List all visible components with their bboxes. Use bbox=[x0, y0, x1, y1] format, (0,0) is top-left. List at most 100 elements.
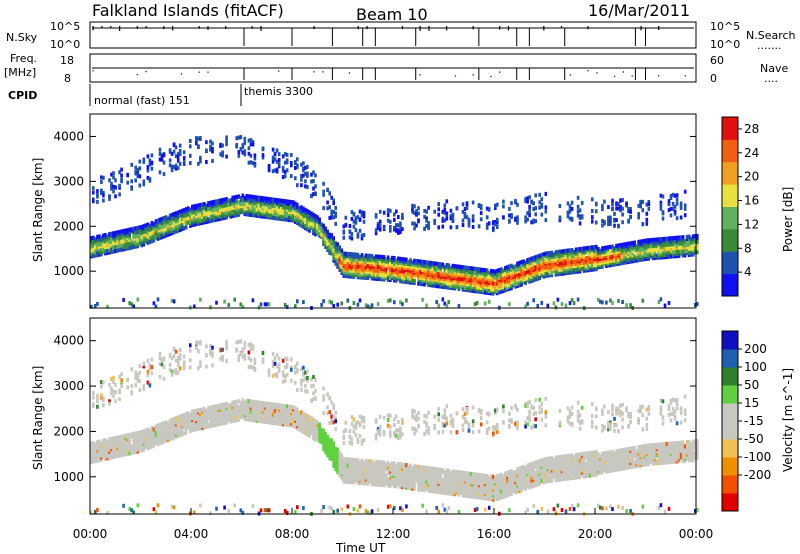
power-cell bbox=[675, 201, 679, 206]
power-cell bbox=[306, 221, 309, 226]
power-cell bbox=[667, 202, 671, 207]
velocity-cell bbox=[231, 400, 234, 405]
power-cell bbox=[536, 303, 539, 308]
power-cell bbox=[160, 229, 164, 234]
power-cell bbox=[150, 220, 154, 226]
power-cell bbox=[290, 163, 293, 168]
power-cell bbox=[362, 233, 366, 237]
power-cell bbox=[148, 162, 152, 167]
velocity-cell bbox=[166, 425, 170, 430]
power-cell bbox=[134, 178, 137, 183]
power-cell bbox=[679, 249, 683, 254]
power-cell bbox=[651, 250, 655, 255]
power-cell bbox=[251, 161, 255, 166]
power-cell bbox=[384, 267, 388, 272]
velocity-cell bbox=[142, 429, 146, 434]
power-cell bbox=[425, 260, 428, 265]
power-cell bbox=[281, 198, 285, 204]
power-cell bbox=[386, 213, 390, 217]
power-cell bbox=[657, 300, 661, 305]
power-cell bbox=[176, 154, 180, 159]
power-cell bbox=[538, 192, 541, 197]
power-cell bbox=[348, 264, 352, 269]
velocity-cell bbox=[249, 409, 253, 414]
power-cell bbox=[530, 256, 533, 261]
power-cell bbox=[326, 206, 329, 211]
power-cell bbox=[354, 258, 358, 263]
power-cell bbox=[415, 209, 418, 214]
velocity-cell bbox=[283, 378, 287, 383]
power-cell bbox=[306, 185, 309, 189]
velocity-cell bbox=[205, 352, 208, 357]
power-cell bbox=[267, 197, 271, 202]
power-cell bbox=[655, 243, 659, 248]
power-cell bbox=[247, 194, 251, 199]
power-cell bbox=[485, 225, 489, 230]
power-cell bbox=[659, 200, 663, 205]
power-cell bbox=[330, 212, 333, 217]
power-cell bbox=[689, 246, 693, 251]
power-cell bbox=[588, 267, 592, 272]
power-cell bbox=[302, 212, 305, 217]
power-cell bbox=[108, 232, 111, 237]
velocity-cell bbox=[269, 402, 273, 407]
power-cell bbox=[475, 301, 479, 306]
nave-point bbox=[658, 75, 660, 77]
power-cell bbox=[576, 297, 580, 302]
power-cell bbox=[314, 214, 317, 219]
power-cell bbox=[625, 242, 628, 247]
power-cell bbox=[538, 200, 541, 205]
velocity-cell bbox=[205, 364, 208, 369]
power-cell bbox=[201, 210, 204, 215]
power-cell bbox=[176, 158, 180, 163]
power-cell bbox=[562, 249, 566, 254]
power-cell bbox=[629, 215, 632, 220]
velocity-cell bbox=[203, 421, 206, 426]
velocity-cell bbox=[263, 401, 267, 406]
velocity-cell bbox=[92, 441, 95, 446]
power-cell bbox=[407, 259, 410, 265]
power-cell bbox=[100, 175, 103, 180]
power-cell bbox=[506, 273, 509, 278]
velocity-cell bbox=[195, 340, 198, 345]
power-cell bbox=[306, 213, 309, 218]
velocity-cell bbox=[227, 403, 230, 408]
velocity-cell bbox=[130, 432, 133, 437]
power-cell bbox=[516, 220, 519, 225]
velocity-cell bbox=[148, 445, 152, 450]
power-cell bbox=[542, 256, 546, 261]
power-colorbar-swatch bbox=[722, 206, 738, 230]
power-cell bbox=[548, 265, 552, 270]
velocity-cell bbox=[239, 413, 243, 418]
power-cell bbox=[223, 197, 226, 202]
power-cell bbox=[389, 261, 392, 266]
power-cell bbox=[197, 213, 200, 218]
power-cell bbox=[243, 149, 247, 154]
power-cell bbox=[437, 272, 440, 277]
power-cell bbox=[182, 210, 186, 215]
colorbar-tick-label: 28 bbox=[744, 122, 759, 136]
power-cell bbox=[461, 223, 465, 227]
power-cell bbox=[661, 210, 665, 215]
velocity-cell bbox=[96, 404, 99, 409]
power-cell bbox=[154, 219, 158, 224]
power-cell bbox=[255, 213, 259, 218]
velocity-cell bbox=[148, 383, 152, 388]
power-cell bbox=[570, 217, 574, 222]
power-cell bbox=[374, 228, 378, 233]
power-cell bbox=[241, 304, 245, 309]
power-cell bbox=[241, 193, 245, 198]
nave-point bbox=[622, 71, 624, 73]
power-cell bbox=[405, 271, 408, 276]
power-cell bbox=[342, 251, 346, 256]
power-cell bbox=[249, 138, 253, 143]
velocity-cell bbox=[193, 415, 196, 420]
power-cell bbox=[433, 221, 436, 225]
power-cell bbox=[459, 277, 463, 282]
power-cell bbox=[182, 218, 186, 223]
power-cell bbox=[162, 172, 166, 177]
power-cell bbox=[376, 224, 380, 229]
power-cell bbox=[197, 203, 200, 208]
power-cell bbox=[168, 163, 172, 168]
